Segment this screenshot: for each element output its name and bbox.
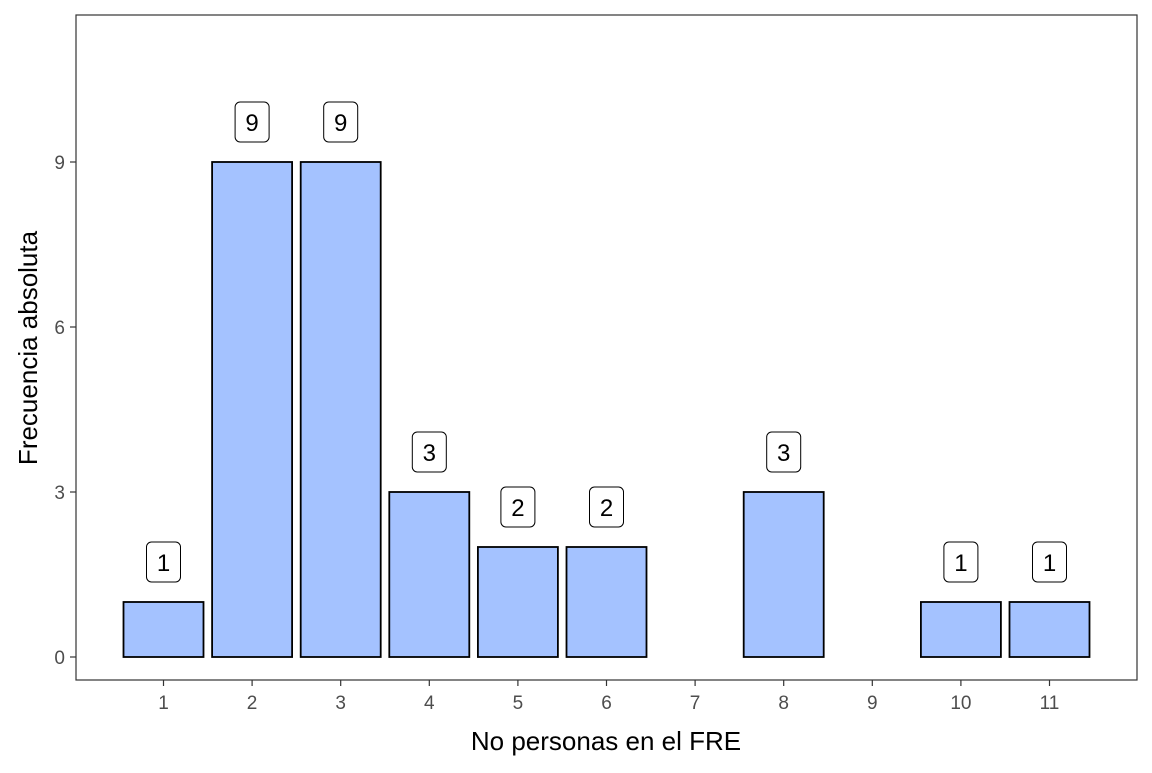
data-label-box	[766, 431, 802, 473]
data-labels-layer: 1 9 9 3 2 2 3 1 1	[146, 101, 1067, 583]
x-tick-label: 7	[690, 693, 701, 714]
y-tick-label: 3	[54, 483, 65, 504]
y-tick-label: 0	[54, 648, 65, 669]
x-tick-label: 6	[601, 693, 612, 714]
data-label-box	[146, 541, 181, 583]
y-tick-label: 9	[54, 153, 65, 174]
data-label: 1	[1043, 550, 1056, 577]
bar	[299, 161, 382, 658]
bar	[1008, 601, 1091, 658]
x-tick-label: 5	[513, 693, 524, 714]
data-label-box	[234, 101, 270, 143]
data-label: 1	[157, 550, 170, 577]
bar	[565, 546, 648, 658]
x-tick-label: 9	[867, 693, 878, 714]
x-tick-label: 10	[950, 693, 971, 714]
data-label-box	[500, 486, 536, 528]
x-tick-label: 11	[1040, 693, 1060, 714]
x-tick-label: 2	[247, 693, 258, 714]
data-label: 3	[423, 440, 436, 467]
data-label: 3	[777, 440, 790, 467]
y-tick-label: 6	[54, 318, 65, 339]
data-label: 9	[245, 110, 258, 137]
data-label: 2	[600, 495, 613, 522]
data-label-box	[323, 101, 359, 143]
data-label-box	[589, 486, 624, 528]
bar	[742, 491, 825, 658]
y-axis: 0 3 6 9	[54, 153, 76, 669]
x-tick-label: 8	[778, 693, 789, 714]
bars-layer	[122, 161, 1091, 658]
data-label-box	[943, 541, 979, 583]
bar	[920, 601, 1002, 658]
data-label-box	[411, 431, 447, 473]
bar	[211, 161, 294, 658]
x-tick-label: 1	[158, 693, 169, 714]
bar	[388, 491, 471, 658]
data-label-box	[1032, 541, 1067, 583]
y-axis-title: Frecuencia absoluta	[13, 230, 43, 465]
data-label: 2	[511, 495, 524, 522]
x-axis-title: No personas en el FRE	[471, 726, 741, 756]
x-tick-label: 3	[335, 693, 346, 714]
bar	[122, 601, 205, 658]
bar	[476, 546, 559, 658]
data-label: 1	[954, 550, 967, 577]
x-axis: 1 2 3 4 5 6 7 8 9 10 11	[158, 680, 1059, 714]
x-tick-label: 4	[424, 693, 435, 714]
data-label: 9	[334, 110, 347, 137]
